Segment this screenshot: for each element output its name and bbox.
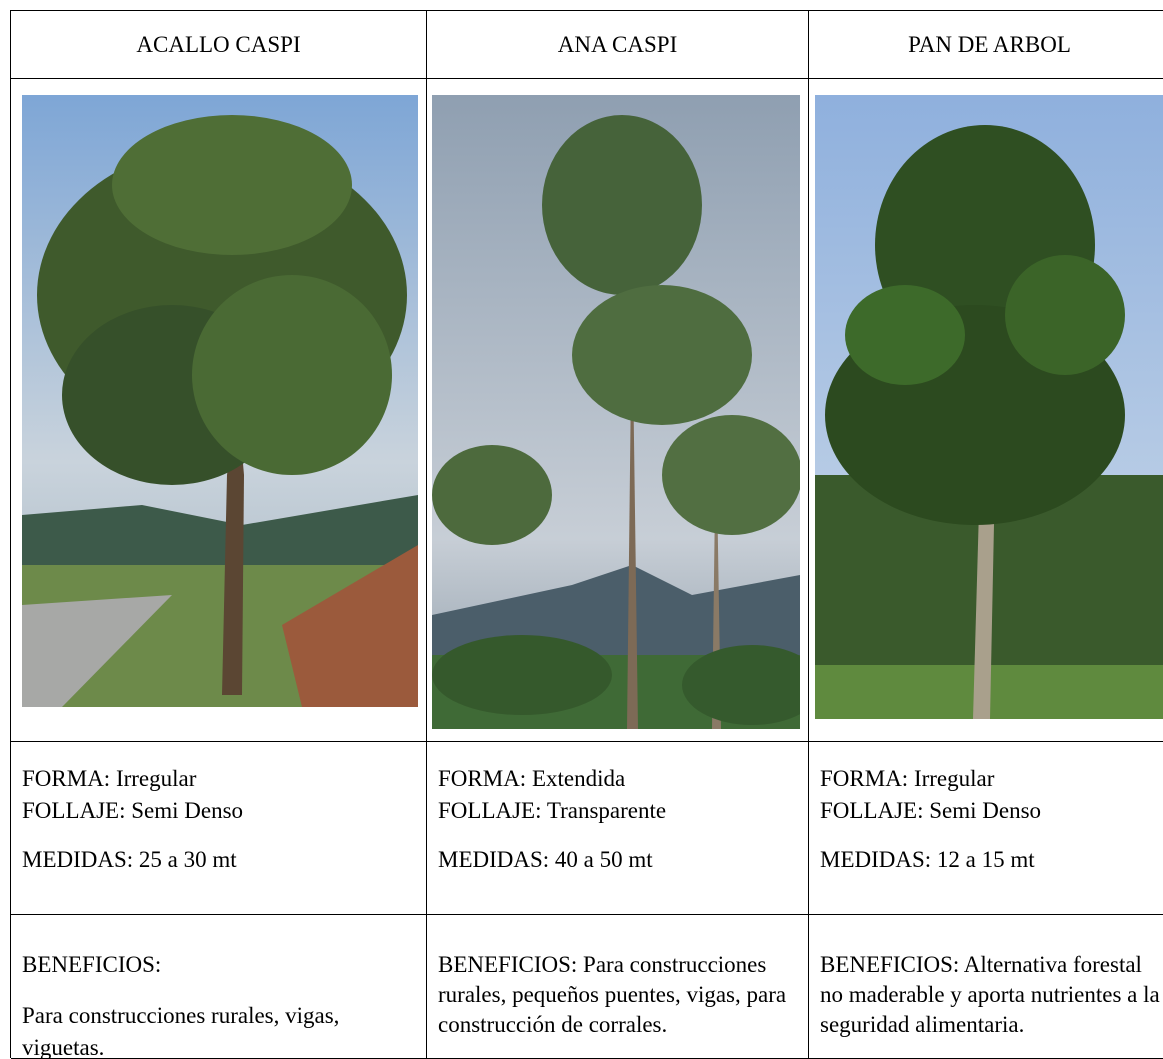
header-text: ACALLO CASPI [136,31,301,57]
forma: FORMA: Irregular [820,766,995,791]
photo-cell [809,79,1163,742]
medidas: MEDIDAS: 40 a 50 mt [438,847,653,872]
forma: FORMA: Extendida [438,766,626,791]
follaje: FOLLAJE: Semi Denso [22,798,244,823]
photo-cell [427,79,809,742]
forma: FORMA: Irregular [22,766,197,791]
follaje: FOLLAJE: Semi Denso [820,798,1042,823]
benefits-text: BENEFICIOS: [22,952,162,977]
tree-photo [815,95,1163,719]
header-cell: ANA CASPI [427,11,809,79]
follaje: FOLLAJE: Transparente [438,798,667,823]
benefits-text: BENEFICIOS: Alternativa forestal no made… [820,952,1160,1037]
benefits-cell: BENEFICIOS: Para construcciones rurales,… [427,915,809,1059]
species-table: ACALLO CASPI ANA CASPI PAN DE ARBOL [10,10,1163,1059]
medidas: MEDIDAS: 25 a 30 mt [22,847,237,872]
benefits-text: Para construcciones rurales, vigas, vigu… [22,1003,340,1059]
info-cell: FORMA: Irregular FOLLAJE: Semi Denso MED… [11,742,427,915]
benefits-cell: BENEFICIOS: Alternativa forestal no made… [809,915,1163,1059]
header-cell: ACALLO CASPI [11,11,427,79]
photo-cell [11,79,427,742]
header-text: ANA CASPI [557,31,678,57]
info-cell: FORMA: Extendida FOLLAJE: Transparente M… [427,742,809,915]
benefits-text: BENEFICIOS: Para construcciones rurales,… [438,952,787,1037]
header-cell: PAN DE ARBOL [809,11,1163,79]
info-cell: FORMA: Irregular FOLLAJE: Semi Denso MED… [809,742,1163,915]
header-text: PAN DE ARBOL [908,31,1071,57]
benefits-cell: BENEFICIOS: Para construcciones rurales,… [11,915,427,1059]
tree-photo [22,95,418,707]
medidas: MEDIDAS: 12 a 15 mt [820,847,1035,872]
tree-photo [432,95,800,729]
